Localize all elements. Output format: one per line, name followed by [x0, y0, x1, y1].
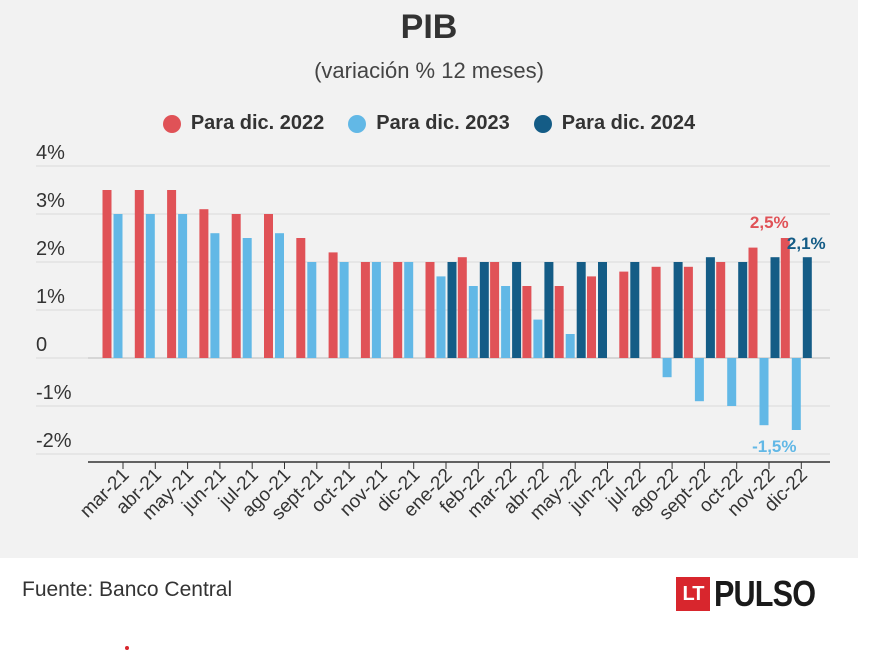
chart-title: PIB — [400, 8, 458, 46]
bar-para-dic--2023 — [178, 214, 188, 358]
bar-para-dic--2022 — [167, 190, 177, 358]
data-label: 2,1% — [787, 234, 826, 253]
bar-para-dic--2023 — [727, 358, 737, 406]
bar-para-dic--2022 — [425, 262, 435, 358]
bar-para-dic--2022 — [651, 266, 661, 358]
y-tick-label: -2% — [36, 430, 72, 452]
bar-para-dic--2023 — [501, 286, 511, 358]
legend-label-2023: Para dic. 2023 — [376, 112, 510, 134]
bar-para-dic--2023 — [113, 214, 123, 358]
bar-para-dic--2022 — [264, 214, 273, 358]
bar-para-dic--2023 — [694, 358, 704, 402]
legend-item-2022: Para dic. 2022 — [162, 112, 325, 135]
bar-para-dic--2023 — [339, 262, 349, 358]
bar-para-dic--2022 — [554, 286, 564, 358]
bar-para-dic--2022 — [393, 262, 403, 358]
legend-dot-2024 — [533, 114, 552, 133]
bar-chart: 4%3%2%1%0-1%-2%mar-21abr-21may-21jun-21j… — [36, 142, 830, 524]
bar-para-dic--2022 — [231, 214, 241, 358]
bar-para-dic--2023 — [533, 319, 543, 358]
source-note: Fuente: Banco Central — [22, 578, 233, 601]
legend-label-2024: Para dic. 2024 — [561, 112, 696, 134]
bar-para-dic--2024 — [598, 262, 607, 358]
bar-para-dic--2024 — [576, 262, 586, 358]
legend-item-2023: Para dic. 2023 — [348, 112, 510, 135]
bar-para-dic--2023 — [565, 334, 575, 358]
bar-para-dic--2023 — [436, 276, 446, 358]
bar-para-dic--2024 — [544, 262, 554, 358]
y-tick-label: 2% — [36, 238, 65, 260]
bar-para-dic--2024 — [802, 257, 812, 358]
decorative-dot — [125, 646, 129, 650]
bar-para-dic--2022 — [683, 266, 693, 358]
bar-para-dic--2022 — [328, 252, 338, 358]
y-tick-label: -1% — [36, 382, 72, 404]
bar-para-dic--2023 — [759, 358, 769, 426]
logo-lt-mark: LT — [676, 577, 710, 611]
bar-para-dic--2022 — [748, 247, 758, 358]
bar-para-dic--2024 — [447, 262, 457, 358]
bar-para-dic--2024 — [512, 262, 522, 358]
y-tick-label: 4% — [36, 142, 65, 164]
bar-para-dic--2022 — [587, 276, 596, 358]
bar-para-dic--2024 — [738, 262, 748, 358]
bar-para-dic--2023 — [275, 233, 284, 358]
bar-para-dic--2024 — [630, 262, 640, 358]
pulso-logo: LT PULSO — [676, 573, 833, 614]
chart-subtitle: (variación % 12 meses) — [314, 58, 544, 83]
bar-para-dic--2023 — [145, 214, 155, 358]
y-tick-label: 0 — [36, 334, 47, 356]
bar-para-dic--2024 — [770, 257, 780, 358]
legend-dot-2022 — [162, 114, 181, 133]
logo-pulso-word: PULSO — [714, 573, 816, 614]
bar-para-dic--2022 — [780, 238, 790, 358]
bar-para-dic--2023 — [371, 262, 381, 358]
bar-para-dic--2024 — [705, 257, 715, 358]
bar-para-dic--2023 — [242, 238, 252, 358]
bar-para-dic--2022 — [619, 271, 629, 358]
bar-para-dic--2022 — [134, 190, 144, 358]
data-label: 2,5% — [750, 213, 789, 232]
chart-legend: Para dic. 2022 Para dic. 2023 Para dic. … — [0, 112, 858, 135]
bar-para-dic--2023 — [468, 286, 478, 358]
legend-dot-2023 — [348, 114, 367, 133]
bar-para-dic--2023 — [662, 358, 672, 378]
bar-para-dic--2022 — [457, 257, 467, 358]
bar-para-dic--2024 — [479, 262, 489, 358]
bar-para-dic--2023 — [404, 262, 414, 358]
legend-item-2024: Para dic. 2024 — [533, 112, 696, 135]
bar-para-dic--2023 — [791, 358, 801, 430]
bar-para-dic--2023 — [307, 262, 317, 358]
bar-para-dic--2022 — [102, 190, 112, 358]
legend-label-2022: Para dic. 2022 — [190, 112, 325, 134]
bar-para-dic--2022 — [522, 286, 532, 358]
y-tick-label: 1% — [36, 286, 65, 308]
bar-para-dic--2022 — [360, 262, 370, 358]
bar-para-dic--2022 — [199, 209, 209, 358]
chart-card: PIB (variación % 12 meses) Para dic. 202… — [0, 0, 858, 558]
bar-para-dic--2024 — [673, 262, 683, 358]
bar-para-dic--2022 — [490, 262, 500, 358]
data-label: -1,5% — [752, 437, 796, 456]
bar-para-dic--2022 — [296, 238, 306, 358]
bar-para-dic--2023 — [210, 233, 220, 358]
y-tick-label: 3% — [36, 190, 65, 212]
bar-para-dic--2022 — [716, 262, 726, 358]
